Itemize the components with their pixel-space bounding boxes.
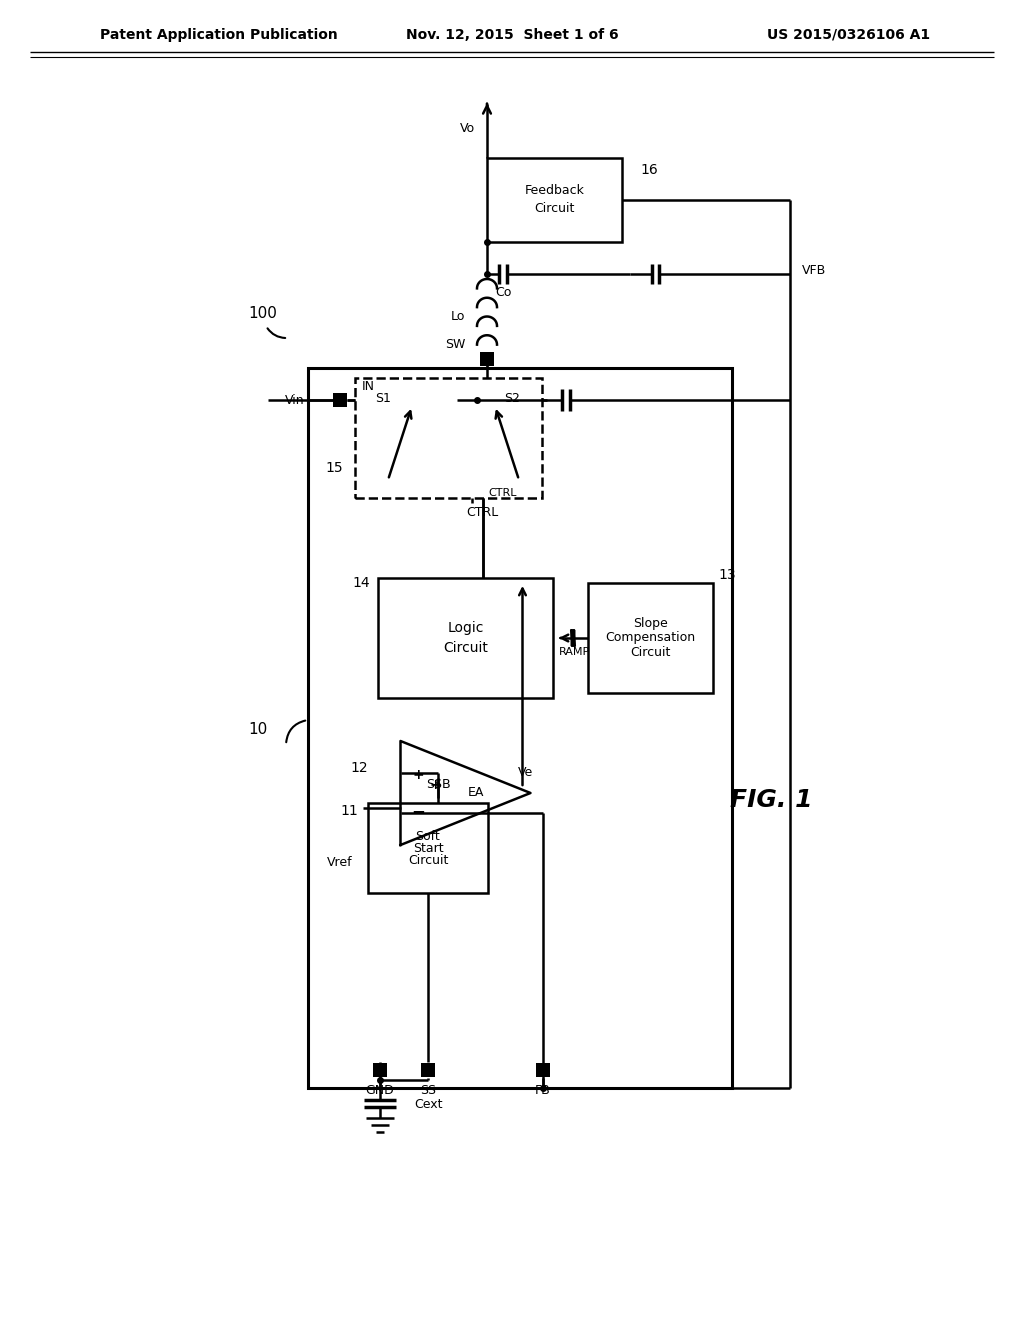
Text: SS: SS [420,1084,436,1097]
Text: FIG. 1: FIG. 1 [730,788,812,812]
Text: CTRL: CTRL [488,488,516,498]
Bar [536,1063,550,1077]
Bar [487,158,622,242]
Text: Co: Co [495,285,511,298]
Text: 15: 15 [326,461,343,475]
Text: Feedback: Feedback [524,183,585,197]
Text: Start: Start [413,842,443,854]
Text: S2: S2 [504,392,520,404]
Text: Vo: Vo [460,121,475,135]
Text: +: + [413,768,424,781]
Text: GND: GND [366,1084,394,1097]
Text: CTRL: CTRL [466,507,498,520]
Text: Vref: Vref [328,857,353,870]
Polygon shape [400,741,530,845]
Text: 13: 13 [718,568,735,582]
Text: Patent Application Publication: Patent Application Publication [100,28,338,42]
Text: 10: 10 [249,722,268,738]
Bar [368,803,488,894]
Text: Circuit: Circuit [443,642,488,655]
Text: 14: 14 [352,576,370,590]
Bar [333,393,347,407]
Text: Nov. 12, 2015  Sheet 1 of 6: Nov. 12, 2015 Sheet 1 of 6 [406,28,618,42]
Text: Logic: Logic [447,620,483,635]
Text: Slope: Slope [633,618,668,631]
Text: Ve: Ve [518,767,534,780]
Text: SSB: SSB [426,779,451,792]
Text: Circuit: Circuit [631,645,671,659]
Text: Lo: Lo [451,310,465,323]
Text: +: + [430,777,441,792]
Text: 11: 11 [340,804,358,818]
Text: Vin: Vin [286,393,305,407]
Text: FB: FB [536,1084,551,1097]
Text: EA: EA [467,787,483,800]
Text: IN: IN [362,380,375,392]
Text: SW: SW [444,338,465,351]
Text: Circuit: Circuit [535,202,574,214]
Text: Soft: Soft [416,829,440,842]
Text: US 2015/0326106 A1: US 2015/0326106 A1 [767,28,930,42]
Bar [373,1063,387,1077]
Bar [421,1063,435,1077]
Bar [355,378,542,498]
Text: 100: 100 [248,305,276,321]
Text: −: − [412,803,425,820]
Text: Cext: Cext [414,1097,442,1110]
Text: RAMP: RAMP [559,647,591,657]
Bar [308,368,732,1088]
Text: S1: S1 [375,392,391,404]
Bar [480,352,494,366]
Text: 12: 12 [350,762,368,775]
Text: 16: 16 [640,162,657,177]
Bar [378,578,553,698]
Bar [588,583,713,693]
Text: Compensation: Compensation [605,631,695,644]
Text: VFB: VFB [802,264,826,276]
Text: Circuit: Circuit [408,854,449,866]
